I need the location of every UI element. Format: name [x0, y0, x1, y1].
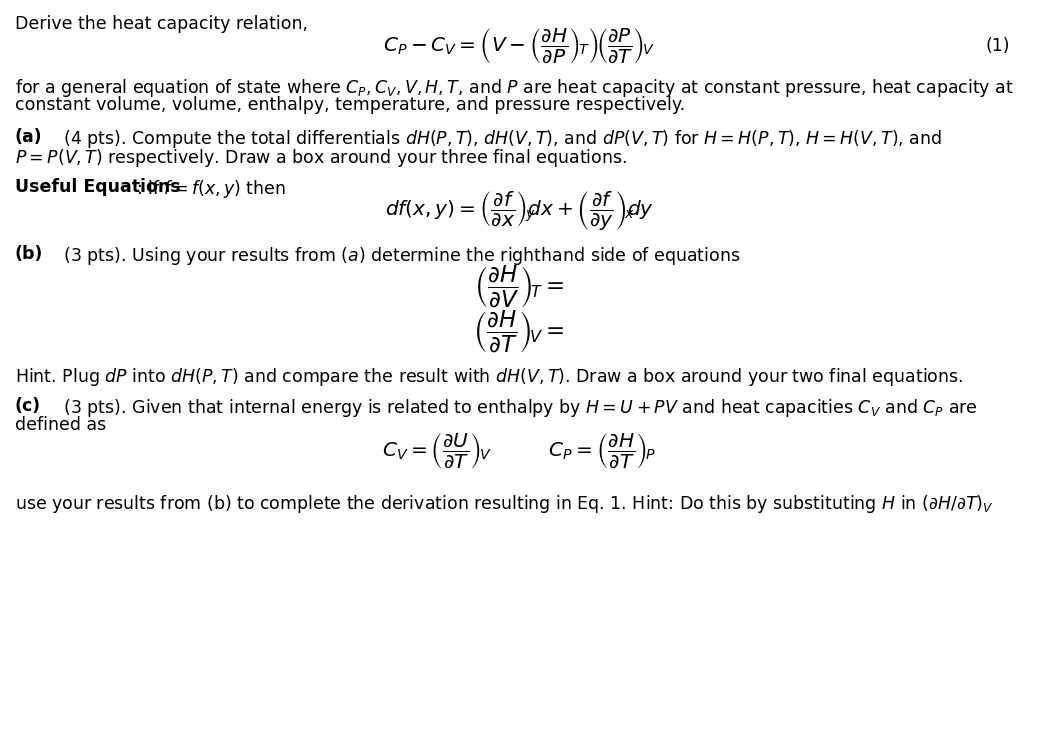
Text: Hint. Plug $dP$ into $dH(P,T)$ and compare the result with $dH(V,T)$. Draw a box: Hint. Plug $dP$ into $dH(P,T)$ and compa… — [15, 366, 963, 388]
Text: Derive the heat capacity relation,: Derive the heat capacity relation, — [15, 15, 308, 33]
Text: (c): (c) — [15, 397, 42, 415]
Text: $C_V = \left(\dfrac{\partial U}{\partial T}\right)_{\!V} \qquad\quad C_P = \left: $C_V = \left(\dfrac{\partial U}{\partial… — [382, 431, 656, 471]
Text: defined as: defined as — [15, 416, 106, 434]
Text: $\left(\dfrac{\partial H}{\partial T}\right)_{\!V} = $: $\left(\dfrac{\partial H}{\partial T}\ri… — [473, 308, 565, 354]
Text: for a general equation of state where $C_P, C_V, V, H, T$, and $P$ are heat capa: for a general equation of state where $C… — [15, 77, 1014, 99]
Text: (3 pts). Given that internal energy is related to enthalpy by $H = U + PV$ and h: (3 pts). Given that internal energy is r… — [47, 397, 978, 419]
Text: $P = P(V,T)$ respectively. Draw a box around your three final equations.: $P = P(V,T)$ respectively. Draw a box ar… — [15, 147, 627, 169]
Text: (3 pts). Using your results from $(a)$ determine the righthand side of equations: (3 pts). Using your results from $(a)$ d… — [47, 245, 740, 267]
Text: Useful Equations: Useful Equations — [15, 178, 181, 196]
Text: $df(x,y) = \left(\dfrac{\partial f}{\partial x}\right)_{\!y}\!\!dx + \left(\dfra: $df(x,y) = \left(\dfrac{\partial f}{\par… — [384, 190, 654, 233]
Text: $\left(\dfrac{\partial H}{\partial V}\right)_{\!T} = $: $\left(\dfrac{\partial H}{\partial V}\ri… — [474, 263, 564, 309]
Text: (4 pts). Compute the total differentials $dH(P,T)$, $dH(V,T)$, and $dP(V,T)$ for: (4 pts). Compute the total differentials… — [47, 128, 943, 150]
Text: $C_P - C_V = \left(V - \left(\dfrac{\partial H}{\partial P}\right)_{\!T}\right)\: $C_P - C_V = \left(V - \left(\dfrac{\par… — [383, 27, 655, 65]
Text: (1): (1) — [985, 37, 1010, 55]
Text: : if $f = f(x,y)$ then: : if $f = f(x,y)$ then — [136, 178, 286, 200]
Text: (b): (b) — [15, 245, 44, 263]
Text: use your results from (b) to complete the derivation resulting in Eq. 1. Hint: D: use your results from (b) to complete th… — [15, 493, 993, 515]
Text: constant volume, volume, enthalpy, temperature, and pressure respectively.: constant volume, volume, enthalpy, tempe… — [15, 96, 685, 114]
Text: (a): (a) — [15, 128, 43, 146]
